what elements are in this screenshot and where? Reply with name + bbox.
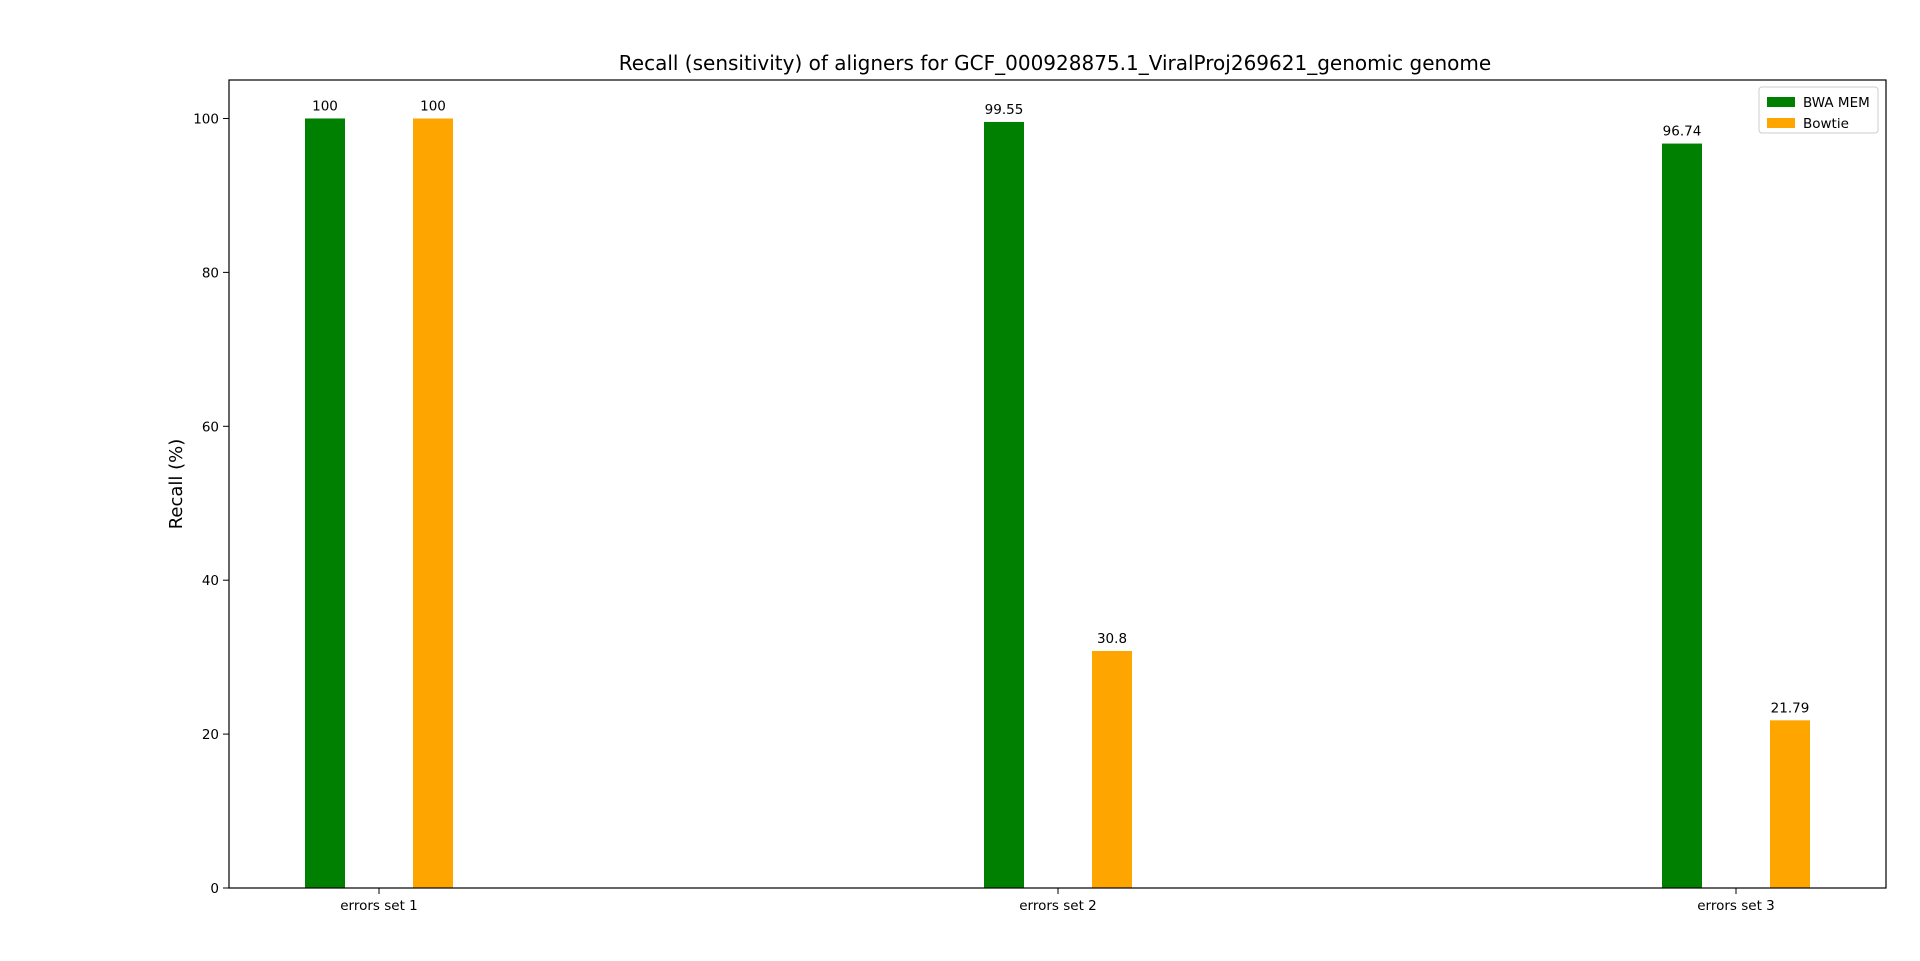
legend-label: BWA MEM [1803,95,1870,111]
data-label: 21.79 [1771,700,1810,716]
y-tick-label: 80 [202,265,219,281]
data-labels-group: 100 99.55 96.74 100 30.8 21.79 [312,98,1809,716]
legend-label: Bowtie [1803,116,1849,132]
legend-swatch [1767,118,1795,128]
bars-group [305,118,1810,889]
legend: BWA MEM Bowtie [1758,86,1879,134]
data-label: 96.74 [1663,124,1702,140]
y-tick-label: 40 [202,573,219,589]
x-tick-label: errors set 2 [1019,898,1097,914]
bar-bowtie-3 [1770,720,1810,888]
bar-bowtie-2 [1092,650,1132,888]
data-label: 30.8 [1097,631,1127,647]
y-tick-label: 20 [202,727,219,743]
bar-bwa-mem-1 [305,118,345,888]
bar-bwa-mem-2 [984,121,1024,889]
legend-swatch [1767,97,1795,107]
y-tick-label: 100 [193,111,219,127]
chart-title: Recall (sensitivity) of aligners for GCF… [619,51,1491,75]
x-tick-label: errors set 1 [340,898,418,914]
bar-bowtie-1 [413,118,453,888]
data-label: 100 [420,98,446,114]
y-tick-label: 60 [202,419,219,435]
y-tick-label: 0 [210,881,219,897]
data-label: 99.55 [985,102,1024,118]
data-label: 100 [312,98,338,114]
bar-bwa-mem-3 [1662,143,1702,888]
y-axis: 0 20 40 60 80 100 [193,111,229,897]
x-axis: errors set 1 errors set 2 errors set 3 [340,888,1775,914]
y-axis-label: Recall (%) [166,439,187,530]
plot-frame [228,79,1887,889]
x-tick-label: errors set 3 [1697,898,1775,914]
